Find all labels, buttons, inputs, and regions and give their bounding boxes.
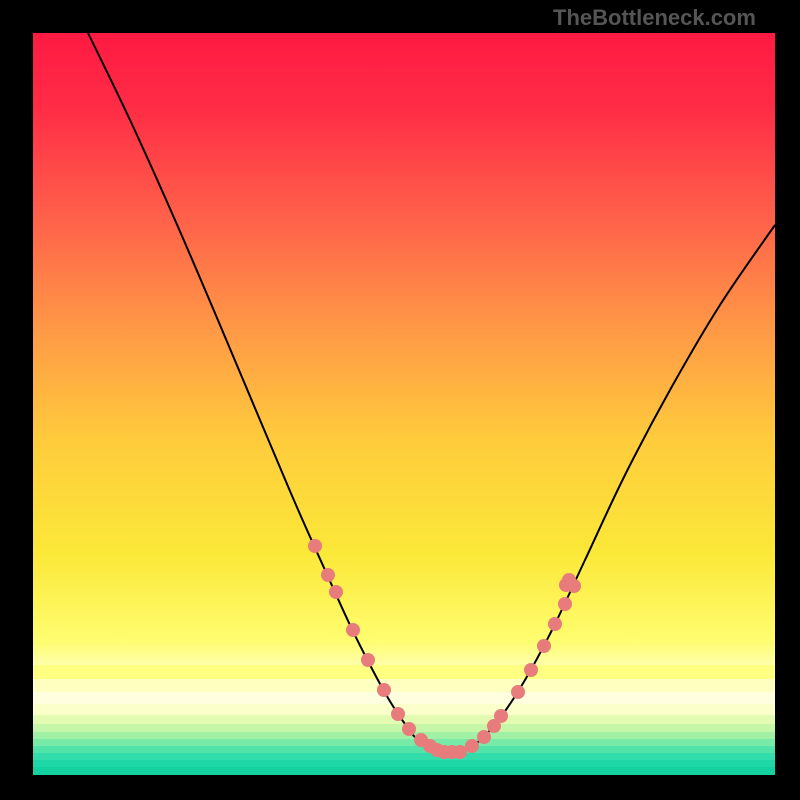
color-band — [33, 739, 775, 746]
color-band — [33, 665, 775, 679]
color-band — [33, 692, 775, 704]
color-band — [33, 732, 775, 739]
color-band — [33, 767, 775, 775]
chart-container: TheBottleneck.com — [0, 0, 800, 800]
color-band — [33, 679, 775, 692]
color-band — [33, 746, 775, 753]
color-band — [33, 753, 775, 760]
color-band — [33, 760, 775, 767]
bottom-color-bands — [33, 33, 775, 775]
color-band — [33, 704, 775, 715]
attribution-text: TheBottleneck.com — [553, 5, 756, 31]
plot-area — [33, 33, 775, 775]
color-band — [33, 724, 775, 732]
color-band — [33, 715, 775, 724]
